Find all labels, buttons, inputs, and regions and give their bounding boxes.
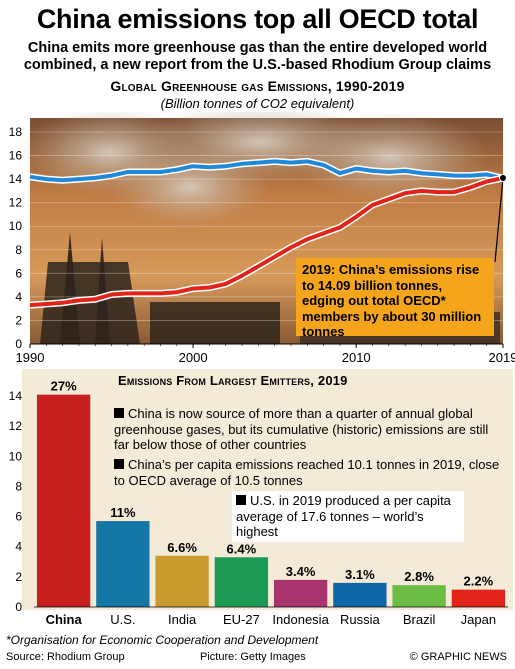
bar-chart-bars [36, 394, 506, 607]
page-title: China emissions top all OECD total [36, 4, 479, 34]
bullet-square-icon [236, 495, 246, 505]
line-chart-units: (Billion tonnes of CO2 equivalent) [160, 96, 355, 111]
bar-chart-categories: China U.S. India EU-27 Indonesia Russia Brazil… [34, 606, 508, 627]
y-tick-label: 6 [15, 510, 22, 524]
y-tick-label: 8 [15, 479, 22, 493]
y-tick-label: 14 [9, 172, 23, 186]
bar-value-label: 6.4% [227, 541, 257, 556]
x-tick-label: 1990 [16, 350, 45, 365]
y-tick-label: 14 [9, 389, 23, 403]
note-china-share: China is now source of more than a quart… [114, 406, 489, 452]
annotation-leader-line [494, 177, 504, 263]
bar-value-label: 11% [110, 505, 136, 520]
graphic-news-credit: © GRAPHIC NEWS [409, 651, 507, 663]
background-photo [20, 112, 503, 344]
bar-china [36, 394, 91, 607]
y-tick-label: 12 [9, 419, 23, 433]
bar-indonesia [273, 579, 328, 607]
category-label: EU-27 [223, 612, 260, 627]
picture-credit: Picture: Getty Images [200, 651, 306, 663]
y-tick-label: 16 [9, 149, 23, 163]
bar-japan [451, 589, 506, 607]
category-label: U.S. [110, 612, 135, 627]
category-label: Brazil [403, 612, 436, 627]
y-tick-label: 0 [15, 600, 22, 614]
subtitle-line-1: China emits more greenhouse gas than the… [27, 40, 488, 56]
y-tick-label: 18 [9, 125, 23, 139]
series-line-0 [29, 159, 504, 183]
category-label: Indonesia [272, 612, 329, 627]
category-label: Japan [461, 612, 496, 627]
bar-u-s- [96, 521, 150, 607]
y-tick-label: 10 [9, 219, 23, 233]
bar-brazil [392, 585, 446, 607]
bar-value-label: 3.4% [286, 564, 316, 579]
bar-chart-title: Emissions From Largest Emitters, 2019 [118, 373, 348, 388]
bar-value-label: 3.1% [345, 567, 375, 582]
y-tick-label: 4 [15, 540, 22, 554]
bullet-square-icon [114, 459, 124, 469]
y-tick-label: 4 [15, 290, 22, 304]
note-china-per-capita: China’s per capita emissions reached 10.… [114, 457, 500, 488]
y-tick-label: 2 [15, 313, 22, 327]
bar-value-label: 2.8% [404, 569, 434, 584]
subtitle-line-2: combined, a new report from the U.S.-bas… [23, 57, 492, 73]
bar-value-label: 2.2% [464, 574, 494, 589]
bar-chart-y-axis: 0 2 4 6 8 10 12 14 [9, 389, 23, 614]
line-chart-series [29, 157, 504, 309]
y-tick-label: 6 [15, 266, 22, 280]
footnote: *Organisation for Economic Cooperation a… [6, 633, 319, 647]
line-chart-title: Global Greenhouse gas Emissions, 1990-20… [110, 78, 405, 94]
bar-eu-27 [214, 557, 269, 607]
annotation-2019: 2019: China’s emissions rise to 14.09 bi… [296, 258, 494, 339]
bar-chart-value-labels: 27% 11% 6.6% 6.4% 3.4% 3.1% 2.8% 2.2% [51, 379, 494, 589]
bar-value-label: 27% [51, 379, 77, 394]
bar-value-label: 6.6% [167, 540, 197, 555]
y-tick-label: 2 [15, 570, 22, 584]
bar-india [155, 555, 209, 607]
x-tick-label: 2010 [342, 350, 371, 365]
bar-chart: 0 2 4 6 8 10 12 14 27% 11% 6.6% 6.4% 3.4% 3.1% 2.8% 2.… [9, 379, 508, 627]
category-label: Russia [340, 612, 381, 627]
source-credit: Source: Rhodium Group [6, 651, 125, 663]
line-chart-x-axis: 1990 2000 2010 2019 [16, 344, 515, 365]
china-2019-point [499, 174, 507, 183]
bar-russia [333, 582, 387, 607]
y-tick-label: 10 [9, 449, 23, 463]
category-label: India [168, 612, 197, 627]
y-tick-label: 0 [15, 337, 22, 351]
line-chart-y-axis: 0 2 4 6 8 10 12 14 16 18 [9, 125, 503, 351]
x-tick-label: 2019 [489, 350, 515, 365]
category-label: China [46, 612, 83, 627]
y-tick-label: 8 [15, 243, 22, 257]
x-tick-label: 2000 [179, 350, 208, 365]
note-us-per-capita: U.S. in 2019 produced a per capita avera… [232, 491, 464, 542]
y-tick-label: 12 [9, 196, 23, 210]
bullet-square-icon [114, 408, 124, 418]
series-line-1 [29, 176, 504, 308]
line-chart: 0 2 4 6 8 10 12 14 16 18 1990 2000 2010 2019 [9, 112, 515, 365]
